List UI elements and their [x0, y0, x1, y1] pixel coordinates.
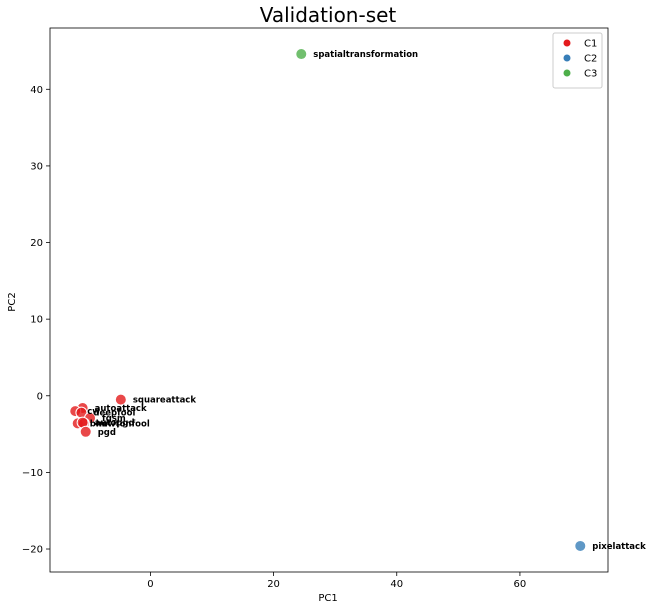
- y-tick-label: −20: [22, 545, 43, 556]
- legend-marker-c3: [563, 69, 571, 77]
- point-label: cw: [87, 407, 100, 417]
- x-tick-label: 20: [267, 579, 280, 590]
- x-axis-ticks: 0 20 40 60: [147, 572, 526, 590]
- y-tick-label: −10: [22, 468, 43, 479]
- y-tick-label: 30: [30, 161, 43, 172]
- x-tick-label: 60: [514, 579, 527, 590]
- point-label: autopgd: [95, 419, 135, 429]
- marks-layer: [69, 48, 587, 552]
- point-label: pgd: [98, 428, 116, 438]
- plot-frame: [49, 27, 609, 573]
- point-label: bim: [90, 419, 108, 429]
- y-tick-label: 10: [30, 315, 43, 326]
- y-axis-title: PC2: [7, 292, 18, 311]
- point-label: pixelattack: [592, 542, 646, 552]
- point-label: autoattack: [95, 404, 147, 414]
- point-labels-layer: squareattackautoattackcwdeepfoolfgsmbimn…: [87, 50, 646, 552]
- x-axis-title: PC1: [318, 593, 337, 604]
- legend: C1 C2 C3: [552, 32, 603, 89]
- scatter-point-c3: [295, 48, 308, 61]
- y-tick-label: 0: [37, 391, 43, 402]
- scatter-point-c1: [114, 393, 127, 406]
- legend-label: C1: [584, 39, 597, 50]
- legend-label: C2: [584, 54, 597, 65]
- x-tick-label: 40: [390, 579, 403, 590]
- legend-marker-c2: [563, 54, 571, 62]
- chart-title: Validation-set: [260, 3, 397, 27]
- legend-marker-c1: [563, 39, 571, 47]
- x-tick-label: 0: [147, 579, 153, 590]
- point-label: fgsm: [102, 414, 126, 424]
- point-label: squareattack: [133, 396, 197, 406]
- scatter-point-c1: [79, 425, 92, 438]
- point-label: deepfool: [93, 409, 135, 419]
- y-tick-label: 20: [30, 238, 43, 249]
- y-axis-ticks: −20 −10 0 10 20 30 40: [22, 85, 50, 556]
- y-tick-label: 40: [30, 85, 43, 96]
- legend-label: C3: [584, 69, 597, 80]
- point-label: spatialtransformation: [313, 50, 418, 60]
- point-label: newtonfool: [96, 419, 150, 429]
- scatter-point-c2: [574, 539, 587, 552]
